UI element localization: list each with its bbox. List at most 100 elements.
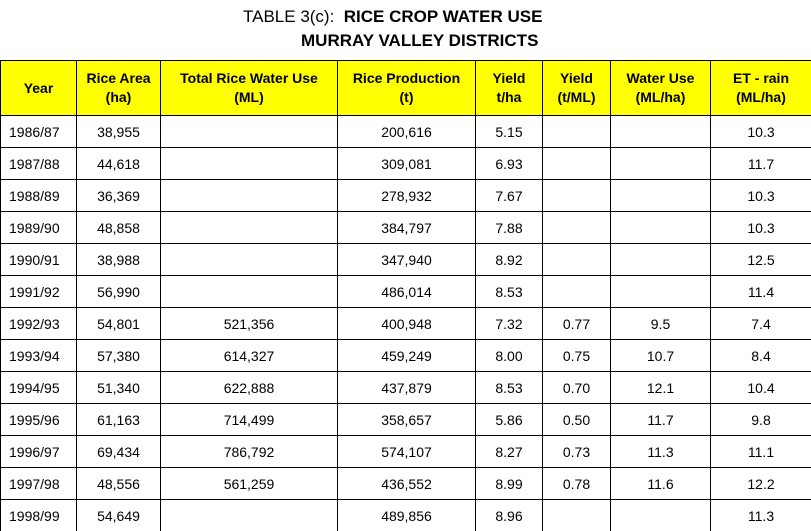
- table-cell: 489,856: [337, 499, 476, 531]
- table-cell: 574,107: [337, 435, 476, 468]
- column-header: Rice Production (t): [337, 60, 476, 116]
- table-cell: 11.7: [610, 403, 711, 436]
- table-row: 1996/97 69,434 786,792 574,107 8.27 0.73 11.3 1…: [0, 435, 811, 468]
- header-line: Rice Area: [86, 70, 151, 86]
- table-cell: 622,888: [160, 371, 338, 404]
- table-cell: 61,163: [76, 403, 161, 436]
- table-cell: 11.6: [610, 467, 711, 500]
- table-cell: 51,340: [76, 371, 161, 404]
- table-cell: 11.4: [710, 275, 811, 308]
- header-line: (ha): [105, 89, 132, 105]
- table-cell: 10.3: [710, 115, 811, 148]
- table-cell: 1996/97: [0, 435, 77, 468]
- table-cell: 38,988: [76, 243, 161, 276]
- table-cell: [542, 179, 611, 212]
- table-row: 1993/94 57,380 614,327 459,249 8.00 0.75 10.7 8…: [0, 339, 811, 372]
- table-cell: 278,932: [337, 179, 476, 212]
- table-cell: 8.96: [475, 499, 543, 531]
- table-row: 1991/92 56,990 486,014 8.53 11.4: [0, 275, 811, 308]
- table-row: 1990/91 38,988 347,940 8.92 12.5: [0, 243, 811, 276]
- table-row: 1995/96 61,163 714,499 358,657 5.86 0.50 11.7 9…: [0, 403, 811, 436]
- table-cell: 1998/99: [0, 499, 77, 531]
- table-cell: 7.88: [475, 211, 543, 244]
- table-cell: 11.7: [710, 147, 811, 180]
- table-cell: 10.4: [710, 371, 811, 404]
- table-row: 1994/95 51,340 622,888 437,879 8.53 0.70 12.1 1…: [0, 371, 811, 404]
- table-cell: 1994/95: [0, 371, 77, 404]
- table-cell: 436,552: [337, 467, 476, 500]
- table-cell: [610, 147, 711, 180]
- table-cell: 1987/88: [0, 147, 77, 180]
- column-header: Rice Area (ha): [76, 60, 161, 116]
- table-cell: 459,249: [337, 339, 476, 372]
- table-cell: 1988/89: [0, 179, 77, 212]
- header-row: Year Rice Area (ha) Total Rice Water Use (ML…: [0, 60, 811, 116]
- column-header: ET - rain (ML/ha): [710, 60, 811, 116]
- table-cell: 12.5: [710, 243, 811, 276]
- table-cell: [542, 147, 611, 180]
- table-cell: 54,649: [76, 499, 161, 531]
- column-header: Yield (t/ML): [542, 60, 611, 116]
- table-cell: 7.67: [475, 179, 543, 212]
- table-cell: 8.27: [475, 435, 543, 468]
- table-cell: 9.8: [710, 403, 811, 436]
- header-line: Water Use: [626, 70, 695, 86]
- table-cell: [542, 243, 611, 276]
- table-row: 1988/89 36,369 278,932 7.67 10.3: [0, 179, 811, 212]
- table-cell: 200,616: [337, 115, 476, 148]
- header-line: (ML): [234, 89, 264, 105]
- table-cell: 6.93: [475, 147, 543, 180]
- table-cell: 486,014: [337, 275, 476, 308]
- table-cell: 1991/92: [0, 275, 77, 308]
- table-cell: 10.3: [710, 211, 811, 244]
- table-cell: 7.32: [475, 307, 543, 340]
- header-line: ET - rain: [732, 70, 789, 86]
- table-cell: [610, 211, 711, 244]
- table-row: 1992/93 54,801 521,356 400,948 7.32 0.77 9.5 7.…: [0, 307, 811, 340]
- table-cell: 11.3: [710, 499, 811, 531]
- table-cell: 12.1: [610, 371, 711, 404]
- table-cell: 1997/98: [0, 467, 77, 500]
- table-cell: 38,955: [76, 115, 161, 148]
- table-cell: 8.53: [475, 275, 543, 308]
- table-cell: [160, 179, 338, 212]
- header-line: Yield: [560, 70, 593, 86]
- table-cell: 0.73: [542, 435, 611, 468]
- table-cell: [542, 211, 611, 244]
- table-cell: 56,990: [76, 275, 161, 308]
- table-cell: 5.15: [475, 115, 543, 148]
- table-cell: 1990/91: [0, 243, 77, 276]
- header-line: (t/ML): [557, 89, 596, 105]
- table-cell: 5.86: [475, 403, 543, 436]
- table-cell: 48,858: [76, 211, 161, 244]
- table-cell: 437,879: [337, 371, 476, 404]
- table-cell: 8.99: [475, 467, 543, 500]
- table-row: 1989/90 48,858 384,797 7.88 10.3: [0, 211, 811, 244]
- header-line: Year: [23, 79, 54, 96]
- table-cell: [160, 243, 338, 276]
- table-cell: 8.53: [475, 371, 543, 404]
- column-header: Total Rice Water Use (ML): [160, 60, 338, 116]
- table-cell: 54,801: [76, 307, 161, 340]
- table-cell: 1993/94: [0, 339, 77, 372]
- table-cell: 44,618: [76, 147, 161, 180]
- table-cell: 48,556: [76, 467, 161, 500]
- table-cell: [160, 275, 338, 308]
- table-cell: 0.70: [542, 371, 611, 404]
- table-cell: 36,369: [76, 179, 161, 212]
- table-cell: 786,792: [160, 435, 338, 468]
- table-cell: [610, 275, 711, 308]
- table-cell: 0.77: [542, 307, 611, 340]
- table-cell: 8.4: [710, 339, 811, 372]
- table-cell: 309,081: [337, 147, 476, 180]
- table-row: 1986/87 38,955 200,616 5.15 10.3: [0, 115, 811, 148]
- table-cell: 0.50: [542, 403, 611, 436]
- table-cell: 0.75: [542, 339, 611, 372]
- table-cell: 1995/96: [0, 403, 77, 436]
- header-line: (ML/ha): [736, 89, 786, 105]
- column-header: Yield t/ha: [475, 60, 543, 116]
- table-cell: [542, 275, 611, 308]
- table-cell: 347,940: [337, 243, 476, 276]
- data-table: Year Rice Area (ha) Total Rice Water Use (ML…: [0, 60, 811, 531]
